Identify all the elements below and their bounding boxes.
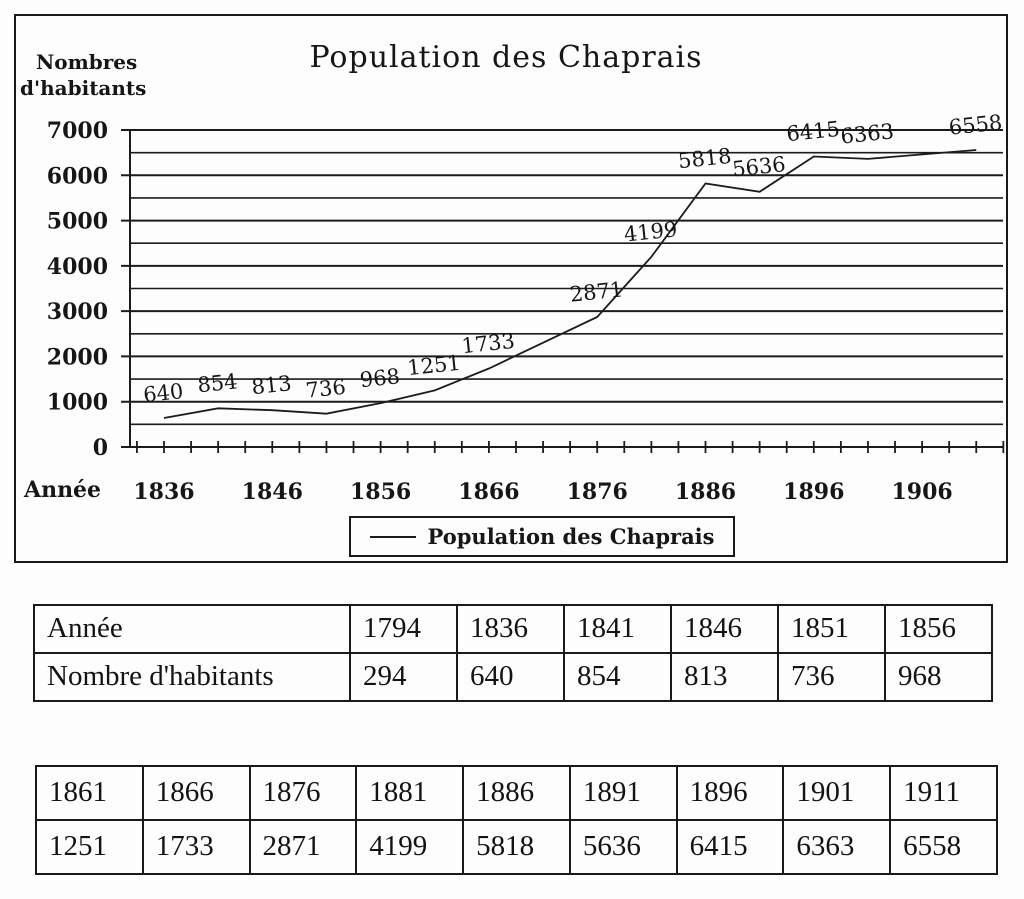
y-gridlines — [121, 129, 1003, 448]
data-label: 6558 — [948, 110, 1004, 139]
legend-label: Population des Chaprais — [427, 524, 715, 549]
table-cell: 1866 — [141, 765, 251, 821]
table-cell: 6558 — [889, 819, 998, 875]
table-row: 1251 1733 2871 4199 5818 5636 6415 6363 6558 — [35, 819, 998, 875]
table-cell: 6363 — [782, 819, 892, 875]
table-cell: 1836 — [456, 604, 565, 654]
data-label: 2871 — [569, 277, 625, 306]
y-axis-title: Nombres d'habitants — [20, 49, 146, 101]
table-cell: 1876 — [248, 765, 358, 821]
y-tick-label: 0 — [93, 435, 108, 461]
table-cell: 1911 — [889, 765, 998, 821]
data-label: 813 — [250, 371, 292, 399]
y-tick-label: 5000 — [47, 209, 108, 235]
population-table-1861-1911: 1861 1866 1876 1881 1886 1891 1896 1901 1911 1251… — [35, 765, 998, 875]
data-label: 5818 — [677, 144, 733, 173]
table-cell: Année — [33, 604, 351, 654]
table-cell: 968 — [884, 652, 993, 702]
x-axis-labels: 1836 1846 1856 1866 1876 1886 1896 1906 — [133, 479, 952, 505]
table-cell: 4199 — [355, 819, 465, 875]
table-cell: 1886 — [462, 765, 571, 821]
y-tick-label: 2000 — [47, 344, 108, 370]
chart-plot-area: 0 1000 2000 3000 4000 5000 6000 7000 1836 1846 185… — [47, 110, 1005, 505]
legend-line-icon — [369, 535, 416, 538]
series-line-population — [163, 149, 977, 419]
table-cell: 1881 — [355, 765, 465, 821]
table-cell: 1896 — [675, 765, 785, 821]
table-cell: 1851 — [777, 604, 886, 654]
y-tick-label: 3000 — [47, 299, 108, 325]
table-cell: 5636 — [568, 819, 678, 875]
y-tick-label: 7000 — [47, 118, 108, 144]
chart-legend: Population des Chaprais — [349, 516, 735, 557]
x-tick-label: 1866 — [458, 479, 519, 505]
y-tick-label: 6000 — [47, 163, 108, 189]
data-label: 6415 — [785, 117, 841, 146]
table-cell: 854 — [563, 652, 672, 702]
table-cell: 736 — [777, 652, 886, 702]
data-label: 1251 — [406, 351, 462, 380]
population-chart-panel: Nombres d'habitants Population des Chapr… — [14, 14, 1008, 563]
table-cell: 1841 — [563, 604, 672, 654]
table-cell: 1891 — [568, 765, 678, 821]
table-row: 1861 1866 1876 1881 1886 1891 1896 1901 1911 — [35, 765, 998, 821]
data-label: 5636 — [731, 152, 787, 181]
y-tick-label: 4000 — [47, 254, 108, 280]
table-cell: 1856 — [884, 604, 993, 654]
x-tick-label: 1876 — [567, 479, 628, 505]
x-tick-label: 1896 — [783, 479, 844, 505]
y-axis-title-line1: Nombres — [36, 50, 138, 74]
table-cell: 1733 — [141, 819, 251, 875]
x-tick-label: 1846 — [242, 479, 303, 505]
table-row: Nombre d'habitants 294 640 854 813 736 968 — [33, 652, 993, 702]
table-cell: 294 — [349, 652, 458, 702]
x-tick-label: 1886 — [675, 479, 736, 505]
y-axis-title-line2: d'habitants — [20, 76, 147, 100]
table-cell: 6415 — [675, 819, 785, 875]
data-label: 640 — [142, 379, 184, 407]
data-label: 968 — [359, 364, 401, 392]
population-table-1794-1856: Année 1794 1836 1841 1846 1851 1856 Nombre d'ha… — [33, 604, 993, 702]
table-cell: 640 — [456, 652, 565, 702]
data-label: 6363 — [839, 119, 895, 148]
x-tick-label: 1856 — [350, 479, 411, 505]
x-axis-title: Année — [24, 477, 102, 503]
table-cell: 1846 — [670, 604, 779, 654]
table-cell: 813 — [670, 652, 779, 702]
table-row: Année 1794 1836 1841 1846 1851 1856 — [33, 604, 993, 654]
data-label: 4199 — [623, 217, 679, 246]
y-axis-labels: 0 1000 2000 3000 4000 5000 6000 7000 — [47, 118, 108, 461]
x-axis-ticks — [136, 441, 1005, 453]
chart-title: Population des Chaprais — [309, 40, 703, 75]
table-cell: 1251 — [35, 819, 144, 875]
x-tick-label: 1836 — [133, 479, 194, 505]
table-cell: 1861 — [35, 765, 144, 821]
table-cell: 1794 — [349, 604, 458, 654]
table-cell: 5818 — [462, 819, 571, 875]
table-cell: 1901 — [782, 765, 892, 821]
table-cell: 2871 — [248, 819, 358, 875]
data-label: 736 — [305, 375, 347, 403]
data-label: 854 — [196, 369, 238, 397]
data-label: 1733 — [460, 329, 516, 358]
x-tick-label: 1906 — [891, 479, 952, 505]
y-tick-label: 1000 — [47, 390, 108, 416]
table-cell: Nombre d'habitants — [33, 652, 351, 702]
